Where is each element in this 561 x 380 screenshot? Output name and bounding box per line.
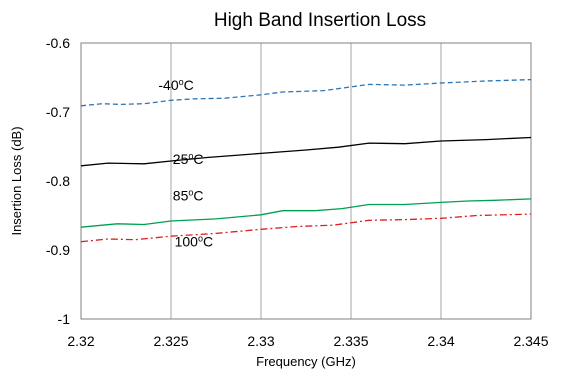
series-line-3	[80, 198, 532, 228]
series-label-unit: C	[184, 77, 194, 93]
y-axis-title: Insertion Loss (dB)	[9, 126, 24, 235]
x-axis-title: Frequency (GHz)	[256, 354, 356, 369]
series-line-4	[80, 213, 532, 243]
x-tick-label: 2.345	[513, 333, 548, 349]
y-tick-label: -0.7	[46, 104, 70, 120]
series-label-1: -40oC	[158, 77, 193, 93]
series-label-4: 100oC	[175, 234, 214, 250]
series-label-value: 85	[173, 187, 189, 203]
series-label-degree: o	[188, 187, 193, 197]
y-tick-label: -0.6	[46, 35, 70, 51]
series-label-2: 25oC	[173, 151, 204, 167]
x-tick-label: 2.32	[67, 333, 94, 349]
series-label-unit: C	[193, 187, 203, 203]
series-label-degree: o	[188, 151, 193, 161]
x-tick-label: 2.335	[333, 333, 368, 349]
y-tick-label: -1	[58, 311, 71, 327]
series-line-2	[80, 136, 532, 167]
x-tick-label: 2.325	[153, 333, 188, 349]
series-label-unit: C	[193, 151, 203, 167]
y-tick-label: -0.9	[46, 242, 70, 258]
x-tick-label: 2.33	[247, 333, 274, 349]
plot-area-frame	[80, 42, 532, 320]
series-layer	[80, 78, 532, 243]
series-label-value: -40	[158, 77, 178, 93]
series-label-3: 85oC	[173, 187, 204, 203]
series-label-value: 100	[175, 234, 199, 250]
tick-labels: 2.32 2.325 2.33 2.335 2.34 2.345 -0.6 -0.7 -0.8 -…	[46, 35, 549, 349]
series-label-degree: o	[198, 234, 203, 244]
series-line-1	[80, 78, 532, 107]
series-label-degree: o	[179, 77, 184, 87]
series-label-unit: C	[203, 234, 213, 250]
series-label-value: 25	[173, 151, 189, 167]
x-tick-label: 2.34	[427, 333, 454, 349]
chart-title: High Band Insertion Loss	[214, 10, 426, 31]
y-tick-label: -0.8	[46, 173, 70, 189]
grid-lines	[170, 43, 442, 319]
